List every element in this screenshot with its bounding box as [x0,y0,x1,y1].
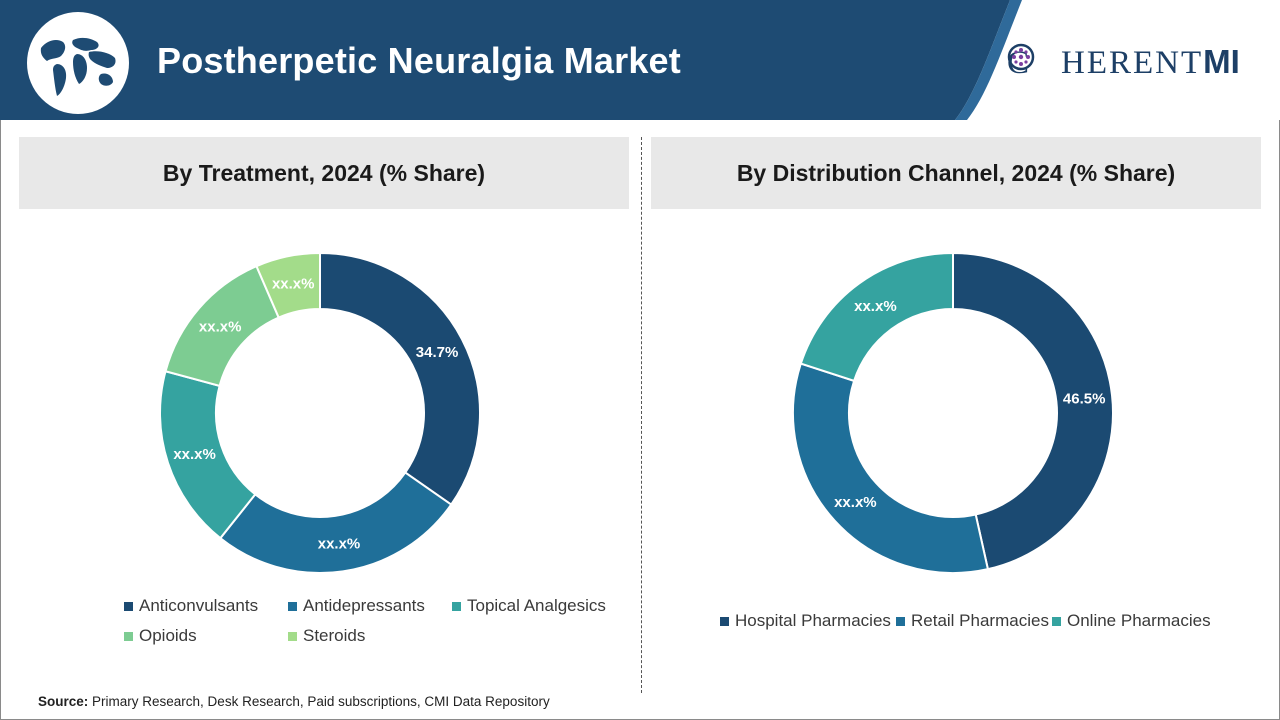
distribution-legend-item-online-pharmacies: Online Pharmacies [1052,611,1211,631]
treatment-legend-item-topical-analgesics: Topical Analgesics [452,596,606,616]
distribution-slice-online-pharmacies [799,251,954,383]
legend-swatch [124,601,133,611]
legend-swatch [720,616,729,626]
treatment-data-label-steroids: xx.x% [272,276,315,293]
distribution-legend-item-hospital-pharmacies: Hospital Pharmacies [720,611,891,631]
distribution-data-label-hospital-pharmacies: 46.5% [1063,391,1106,408]
distribution-panel-title: By Distribution Channel, 2024 (% Share) [651,137,1261,209]
logo-dot-icon [1007,43,1060,76]
page-title: Postherpetic Neuralgia Market [157,40,681,81]
treatment-slice-anticonvulsants [319,251,481,506]
treatment-data-label-anticonvulsants: 34.7% [416,344,459,361]
treatment-panel-title: By Treatment, 2024 (% Share) [19,137,629,209]
legend-label: Hospital Pharmacies [735,611,891,630]
legend-label: Antidepressants [303,596,425,615]
treatment-legend-item-antidepressants: Antidepressants [288,596,425,616]
treatment-data-label-antidepressants: xx.x% [318,536,361,553]
legend-swatch [124,631,133,641]
treatment-data-label-opioids: xx.x% [199,319,242,336]
treatment-slice-antidepressants [218,471,453,574]
legend-swatch [288,631,297,641]
legend-swatch [1052,616,1061,626]
globe-icon [27,12,129,114]
legend-swatch [288,601,297,611]
treatment-data-label-topical-analgesics: xx.x% [173,446,216,463]
distribution-legend-item-retail-pharmacies: Retail Pharmacies [896,611,1049,631]
panel-divider [641,137,642,693]
distribution-data-label-online-pharmacies: xx.x% [854,298,897,315]
distribution-data-label-retail-pharmacies: xx.x% [834,494,877,511]
legend-label: Anticonvulsants [139,596,259,615]
treatment-legend-item-opioids: Opioids [124,626,197,646]
distribution-slice-retail-pharmacies [792,362,990,574]
banner-shape [0,0,1280,120]
distribution-slice-hospital-pharmacies [952,251,1114,571]
legend-label: Retail Pharmacies [911,611,1049,630]
legend-swatch [896,616,905,626]
legend-label: Topical Analgesics [467,596,606,615]
legend-label: Opioids [139,626,197,645]
treatment-legend-item-anticonvulsants: Anticonvulsants [124,596,258,616]
coherent-mi-logo: C HERENTMI [1007,43,1240,81]
legend-swatch [452,601,461,611]
header-banner: Postherpetic Neuralgia Market C HERENTMI [0,0,1280,120]
legend-label: Online Pharmacies [1067,611,1211,630]
source-note: Source: Primary Research, Desk Research,… [38,694,550,709]
legend-label: Steroids [303,626,366,645]
treatment-legend-item-steroids: Steroids [288,626,365,646]
treatment-slice-steroids [255,251,321,319]
